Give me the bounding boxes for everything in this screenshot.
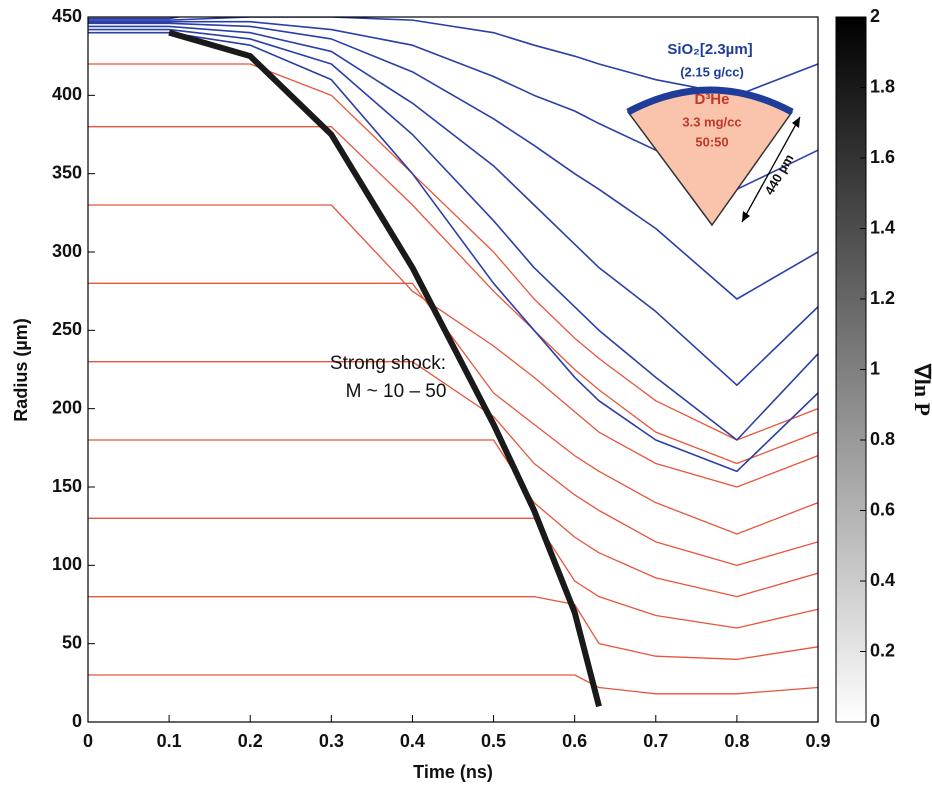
trajectory	[88, 597, 818, 660]
colorbar-tick-label: 2	[870, 6, 880, 26]
trajectory	[88, 283, 818, 534]
x-tick-label: 0	[83, 731, 93, 751]
colorbar-label: ∇ln P	[910, 363, 932, 416]
trajectory	[88, 0, 818, 19]
fuel-ratio: 50:50	[695, 134, 728, 149]
annotation: Strong shock:	[330, 353, 446, 374]
fuel-wedge	[628, 90, 792, 225]
colorbar-tick-label: 0.6	[870, 499, 895, 519]
colorbar-tick-label: 0.8	[870, 429, 895, 449]
x-tick-label: 0.8	[724, 731, 749, 751]
x-tick-label: 0.2	[238, 731, 263, 751]
annotation: M ~ 10 – 50	[346, 381, 447, 402]
trajectory	[88, 362, 818, 566]
colorbar-tick-label: 0	[870, 711, 880, 731]
fuel-label: D³He	[694, 91, 729, 108]
y-tick-label: 300	[52, 241, 82, 261]
colorbar-tick-label: 1.2	[870, 288, 895, 308]
y-tick-label: 100	[52, 554, 82, 574]
colorbar-tick-label: 1.8	[870, 76, 895, 96]
x-tick-label: 0.9	[805, 731, 830, 751]
inset-diagram: SiO₂[2.3µm] (2.15 g/cc) D³He 3.3 mg/cc 5…	[628, 41, 800, 225]
x-tick-label: 0.1	[157, 731, 182, 751]
colorbar-tick-label: 0.2	[870, 640, 895, 660]
chart: SiO₂[2.3µm] (2.15 g/cc) D³He 3.3 mg/cc 5…	[0, 0, 932, 787]
x-tick-label: 0.4	[400, 731, 425, 751]
colorbar-tick-label: 1	[870, 358, 880, 378]
y-tick-label: 200	[52, 397, 82, 417]
y-tick-label: 150	[52, 476, 82, 496]
x-tick-label: 0.7	[643, 731, 668, 751]
fuel-density: 3.3 mg/cc	[682, 114, 741, 129]
y-tick-label: 0	[72, 711, 82, 731]
y-tick-label: 350	[52, 162, 82, 182]
colorbar-tick-label: 0.4	[870, 570, 895, 590]
trajectory	[88, 675, 818, 694]
shell-label: SiO₂[2.3µm]	[667, 41, 752, 58]
y-tick-label: 400	[52, 84, 82, 104]
x-tick-label: 0.6	[562, 731, 587, 751]
trajectory	[88, 518, 818, 628]
y-tick-label: 450	[52, 6, 82, 26]
shell-density: (2.15 g/cc)	[680, 64, 744, 79]
colorbar-tick-label: 1.6	[870, 147, 895, 167]
y-tick-label: 50	[62, 632, 82, 652]
colorbar-tick-label: 1.4	[870, 217, 895, 237]
x-axis-label: Time (ns)	[413, 762, 493, 782]
x-tick-label: 0.3	[319, 731, 344, 751]
x-tick-label: 0.5	[481, 731, 506, 751]
y-tick-label: 250	[52, 319, 82, 339]
y-axis-label: Radius (µm)	[11, 318, 31, 421]
